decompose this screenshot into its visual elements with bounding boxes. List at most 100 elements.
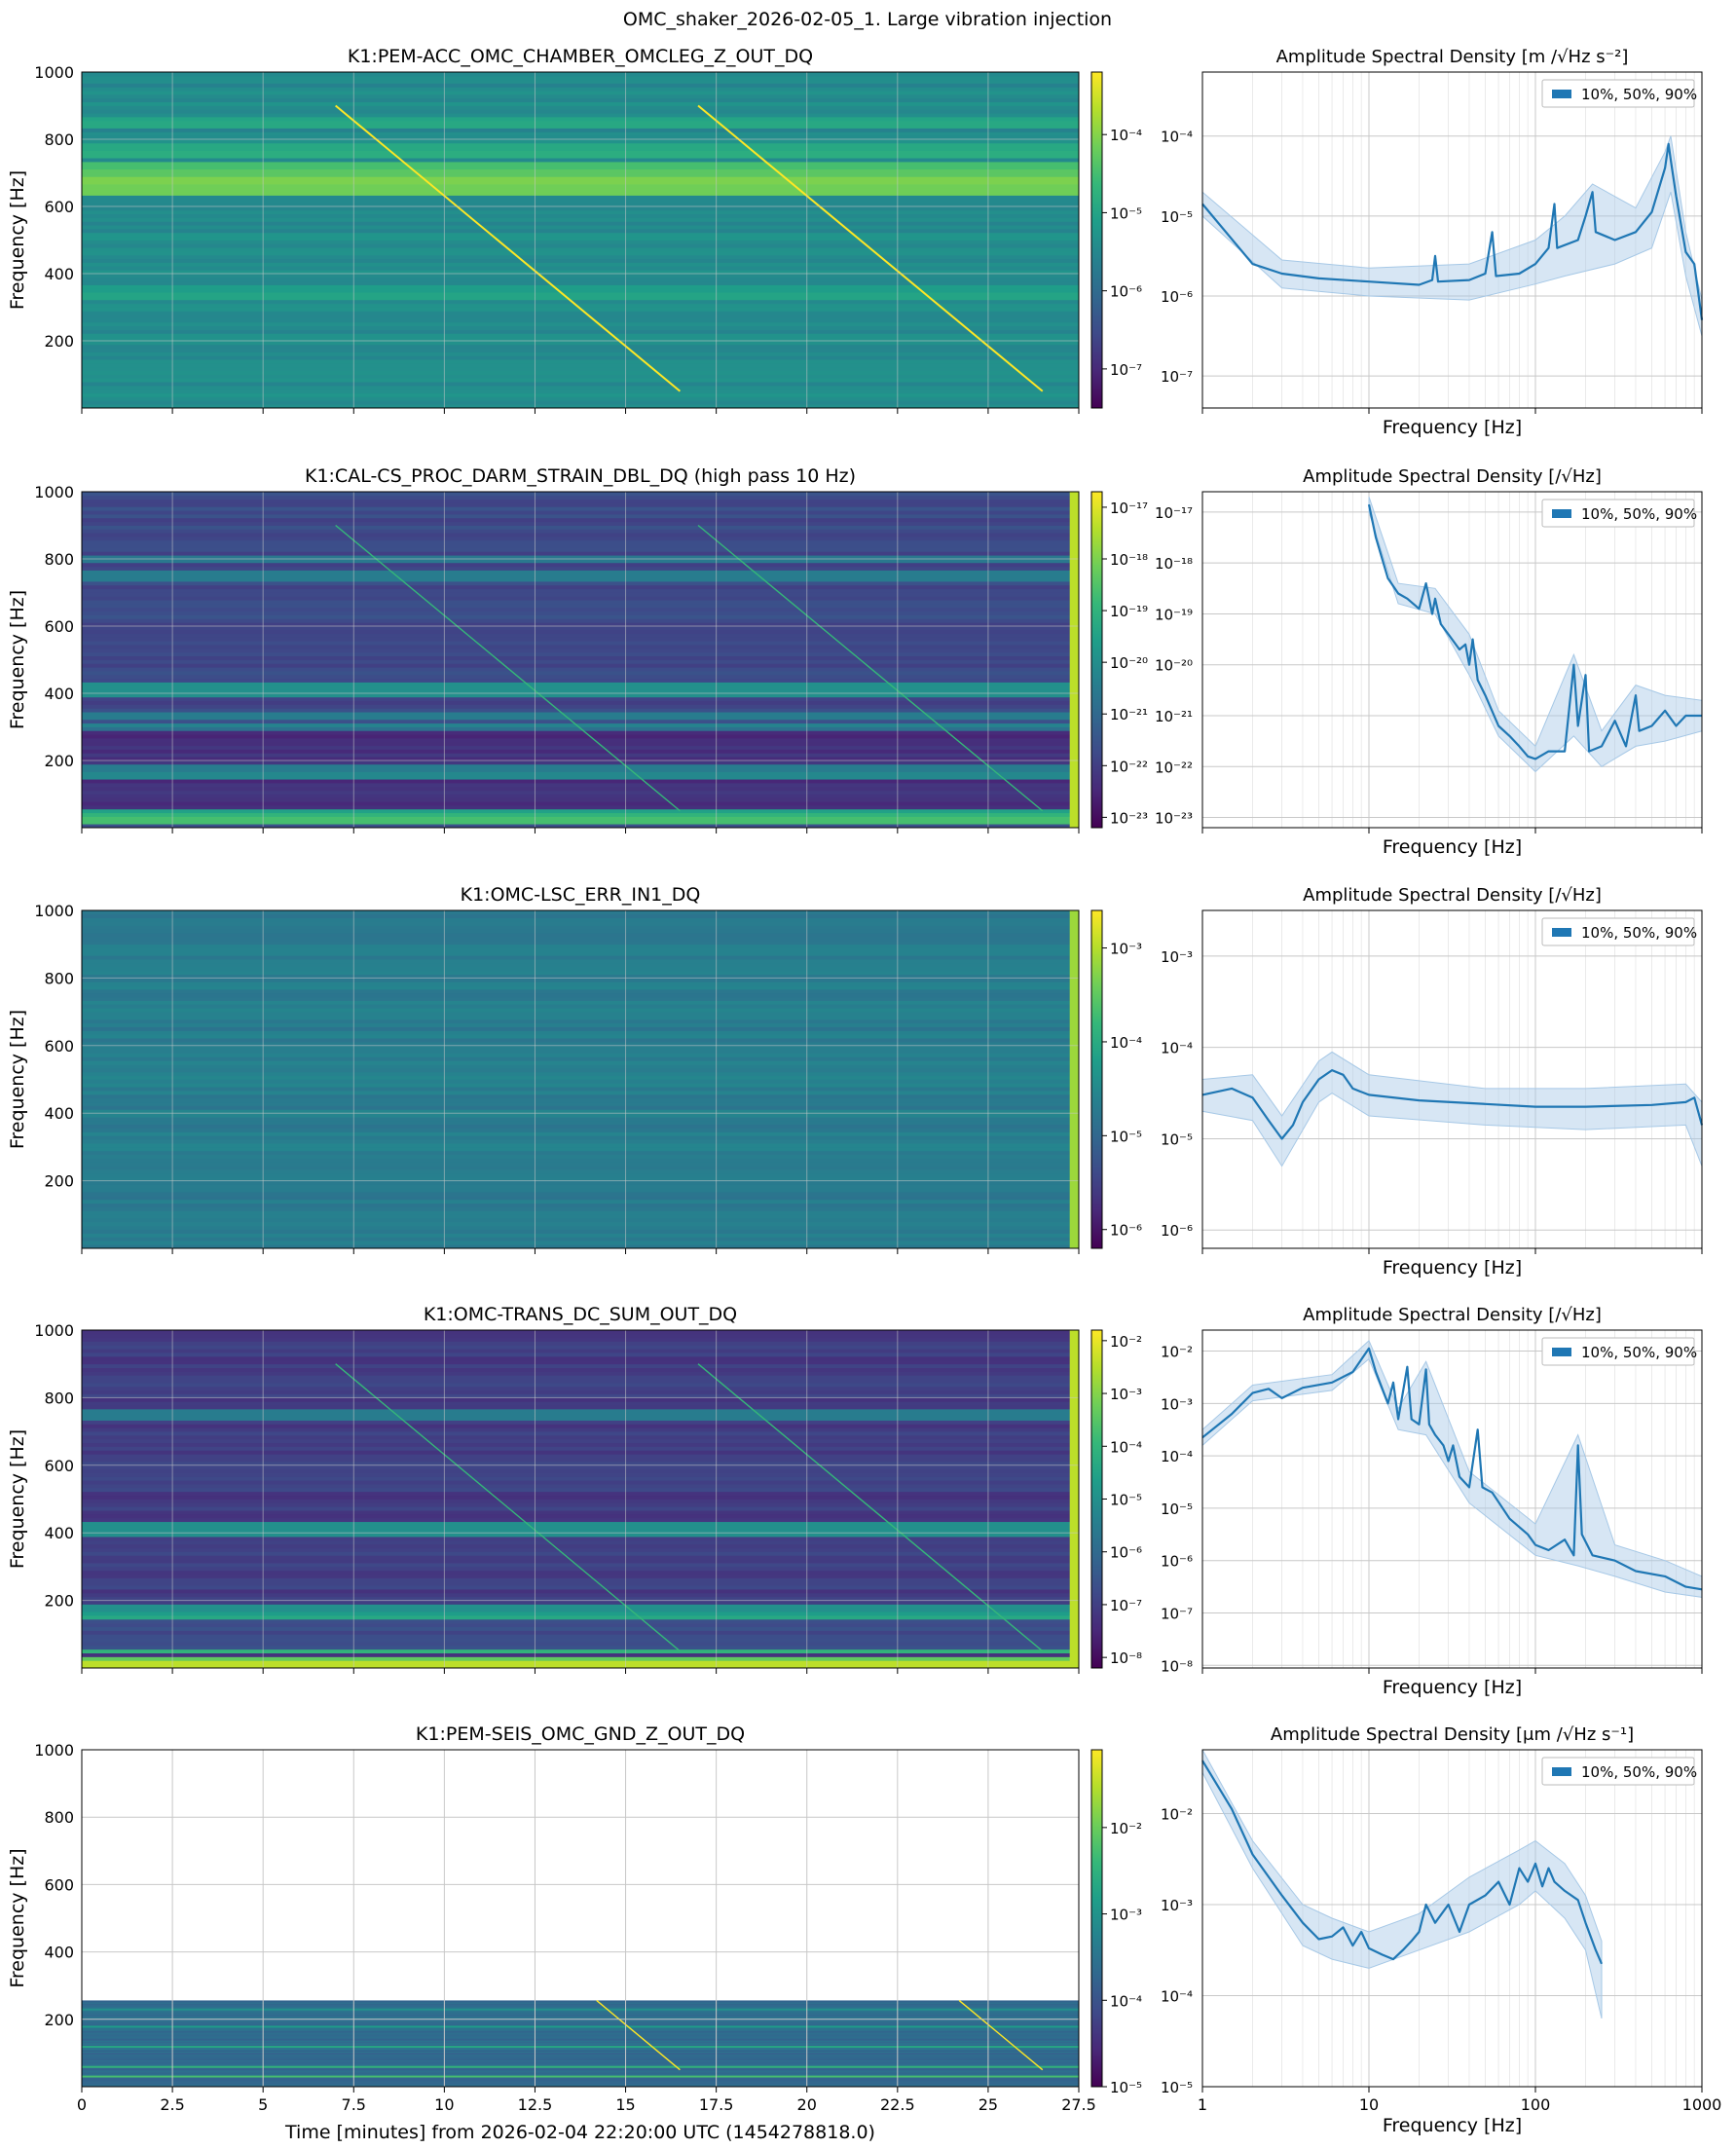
spectrogram-band — [82, 83, 1079, 88]
legend-label: 10%, 50%, 90% — [1581, 924, 1697, 942]
spectrogram-band — [82, 1359, 1079, 1365]
spectrogram-band — [82, 1087, 1079, 1092]
colorbar-tick-label: 10⁻²¹ — [1110, 706, 1148, 723]
spectrogram-band — [82, 629, 1079, 635]
spectrogram-band — [82, 2040, 1079, 2043]
spectrogram-band — [82, 1180, 1079, 1185]
spectrogram-band — [82, 551, 1079, 556]
spectrogram-band — [82, 1192, 1079, 1197]
spectrogram-band — [82, 2007, 1079, 2009]
spectrogram-band — [82, 820, 1079, 825]
spectrogram-band — [82, 139, 1079, 144]
spectrogram-band — [82, 359, 1079, 364]
asd-title: Amplitude Spectral Density [/√Hz] — [1303, 885, 1602, 906]
spectrogram-band — [82, 1015, 1079, 1020]
spectrogram-band — [82, 767, 1079, 772]
spectrogram-band — [82, 1045, 1079, 1051]
spectrogram-band — [82, 674, 1079, 680]
spectrogram-band — [82, 1237, 1079, 1241]
colorbar — [1090, 491, 1103, 829]
y-tick-label: 10⁻⁵ — [1161, 1130, 1193, 1148]
spectrogram-band — [82, 2015, 1079, 2017]
asd-median-line — [1201, 1068, 1704, 1140]
spectrogram-band — [82, 2002, 1079, 2004]
spectrogram-band — [82, 1093, 1079, 1099]
spectrogram-band — [82, 913, 1079, 919]
spectrogram-band — [82, 2003, 1079, 2005]
spectrogram-band — [82, 525, 1079, 530]
spectrogram-band — [82, 1150, 1079, 1156]
spectrogram-band — [82, 1056, 1079, 1061]
spectrogram-band — [82, 689, 1079, 694]
spectrogram-band — [82, 1367, 1079, 1372]
legend-box — [1541, 917, 1695, 946]
spectrogram-band — [82, 1176, 1079, 1181]
axes-frame — [81, 71, 1080, 409]
spectrogram-band — [82, 2041, 1079, 2044]
asd-title: Amplitude Spectral Density [m /√Hz s⁻²] — [1276, 47, 1629, 67]
spectrogram-band — [82, 1041, 1079, 1047]
spectrogram-band — [82, 2017, 1079, 2019]
spectrogram-band — [82, 1495, 1079, 1500]
spectrogram-band — [82, 1135, 1079, 1140]
spectrogram-panel-1: K1:PEM-ACC_OMC_CHAMBER_OMCLEG_Z_OUT_DQ 20… — [7, 46, 1142, 414]
spectrogram-band — [82, 1513, 1079, 1519]
spectrogram-band — [82, 1517, 1079, 1523]
spectrogram-band — [82, 318, 1079, 323]
spectrogram-band — [82, 633, 1079, 638]
spectrogram-band — [82, 1034, 1079, 1039]
spectrogram-band — [82, 79, 1079, 84]
chirp-trace — [697, 1363, 1044, 1652]
y-tick-label: 200 — [44, 2011, 74, 2029]
spectrogram-band — [82, 1491, 1079, 1497]
colorbar-tick-label: 10⁻²³ — [1110, 809, 1148, 827]
spectrogram-band — [82, 704, 1079, 709]
spectrogram-band — [82, 1589, 1079, 1594]
spectrogram-band — [82, 1143, 1079, 1148]
y-tick-label: 10⁻⁵ — [1161, 2079, 1193, 2096]
spectrogram-band — [82, 1337, 1079, 1342]
y-tick-label: 10⁻² — [1161, 1344, 1193, 1361]
y-tick-label: 200 — [44, 1592, 74, 1611]
legend-label: 10%, 50%, 90% — [1581, 1763, 1697, 1781]
spectrogram-band — [82, 510, 1079, 515]
spectrogram-band — [82, 266, 1079, 271]
spectrogram-band — [82, 1612, 1079, 1616]
y-axis-label: Frequency [Hz] — [7, 1429, 28, 1569]
spectrogram-band — [82, 1487, 1079, 1493]
spectrogram-band — [82, 2048, 1079, 2051]
spectrogram-band — [82, 588, 1079, 593]
spectrogram-band — [82, 1480, 1079, 1485]
spectrogram-band — [82, 1622, 1079, 1627]
spectrogram-band — [82, 120, 1079, 126]
spectrogram-band — [82, 209, 1079, 215]
legend-swatch — [1552, 1348, 1571, 1356]
spectrogram-band — [82, 1131, 1079, 1136]
spectrogram-band — [82, 2011, 1079, 2013]
spectrogram-band — [82, 1128, 1079, 1132]
y-tick-label: 10⁻³ — [1161, 1897, 1193, 1914]
legend-swatch — [1552, 928, 1571, 937]
spectrogram-band — [82, 700, 1079, 705]
spectrogram-band — [82, 1442, 1079, 1447]
axes-frame — [81, 1329, 1080, 1669]
spectrogram-band — [82, 1408, 1079, 1414]
spectrogram-band — [82, 1555, 1079, 1560]
y-tick-label: 1000 — [34, 483, 74, 501]
spectrogram-band — [82, 2014, 1079, 2016]
y-tick-label: 10⁻²² — [1155, 759, 1193, 776]
y-axis-label: Frequency [Hz] — [7, 590, 28, 729]
spectrogram-band — [82, 2067, 1079, 2069]
spectrogram-band — [82, 1472, 1079, 1477]
spectrogram-band — [82, 749, 1079, 754]
spectrogram-band — [82, 1539, 1079, 1545]
spectrogram-band — [82, 2075, 1079, 2077]
spectrogram-band — [82, 685, 1079, 690]
chirp-trace — [697, 524, 1044, 812]
spectrogram-band — [82, 191, 1079, 196]
spectrogram-band — [82, 517, 1079, 523]
spectrogram-band — [82, 797, 1079, 802]
spectrogram-band — [82, 607, 1079, 612]
chirp-trace — [335, 524, 681, 812]
y-tick-label: 1000 — [34, 902, 74, 920]
